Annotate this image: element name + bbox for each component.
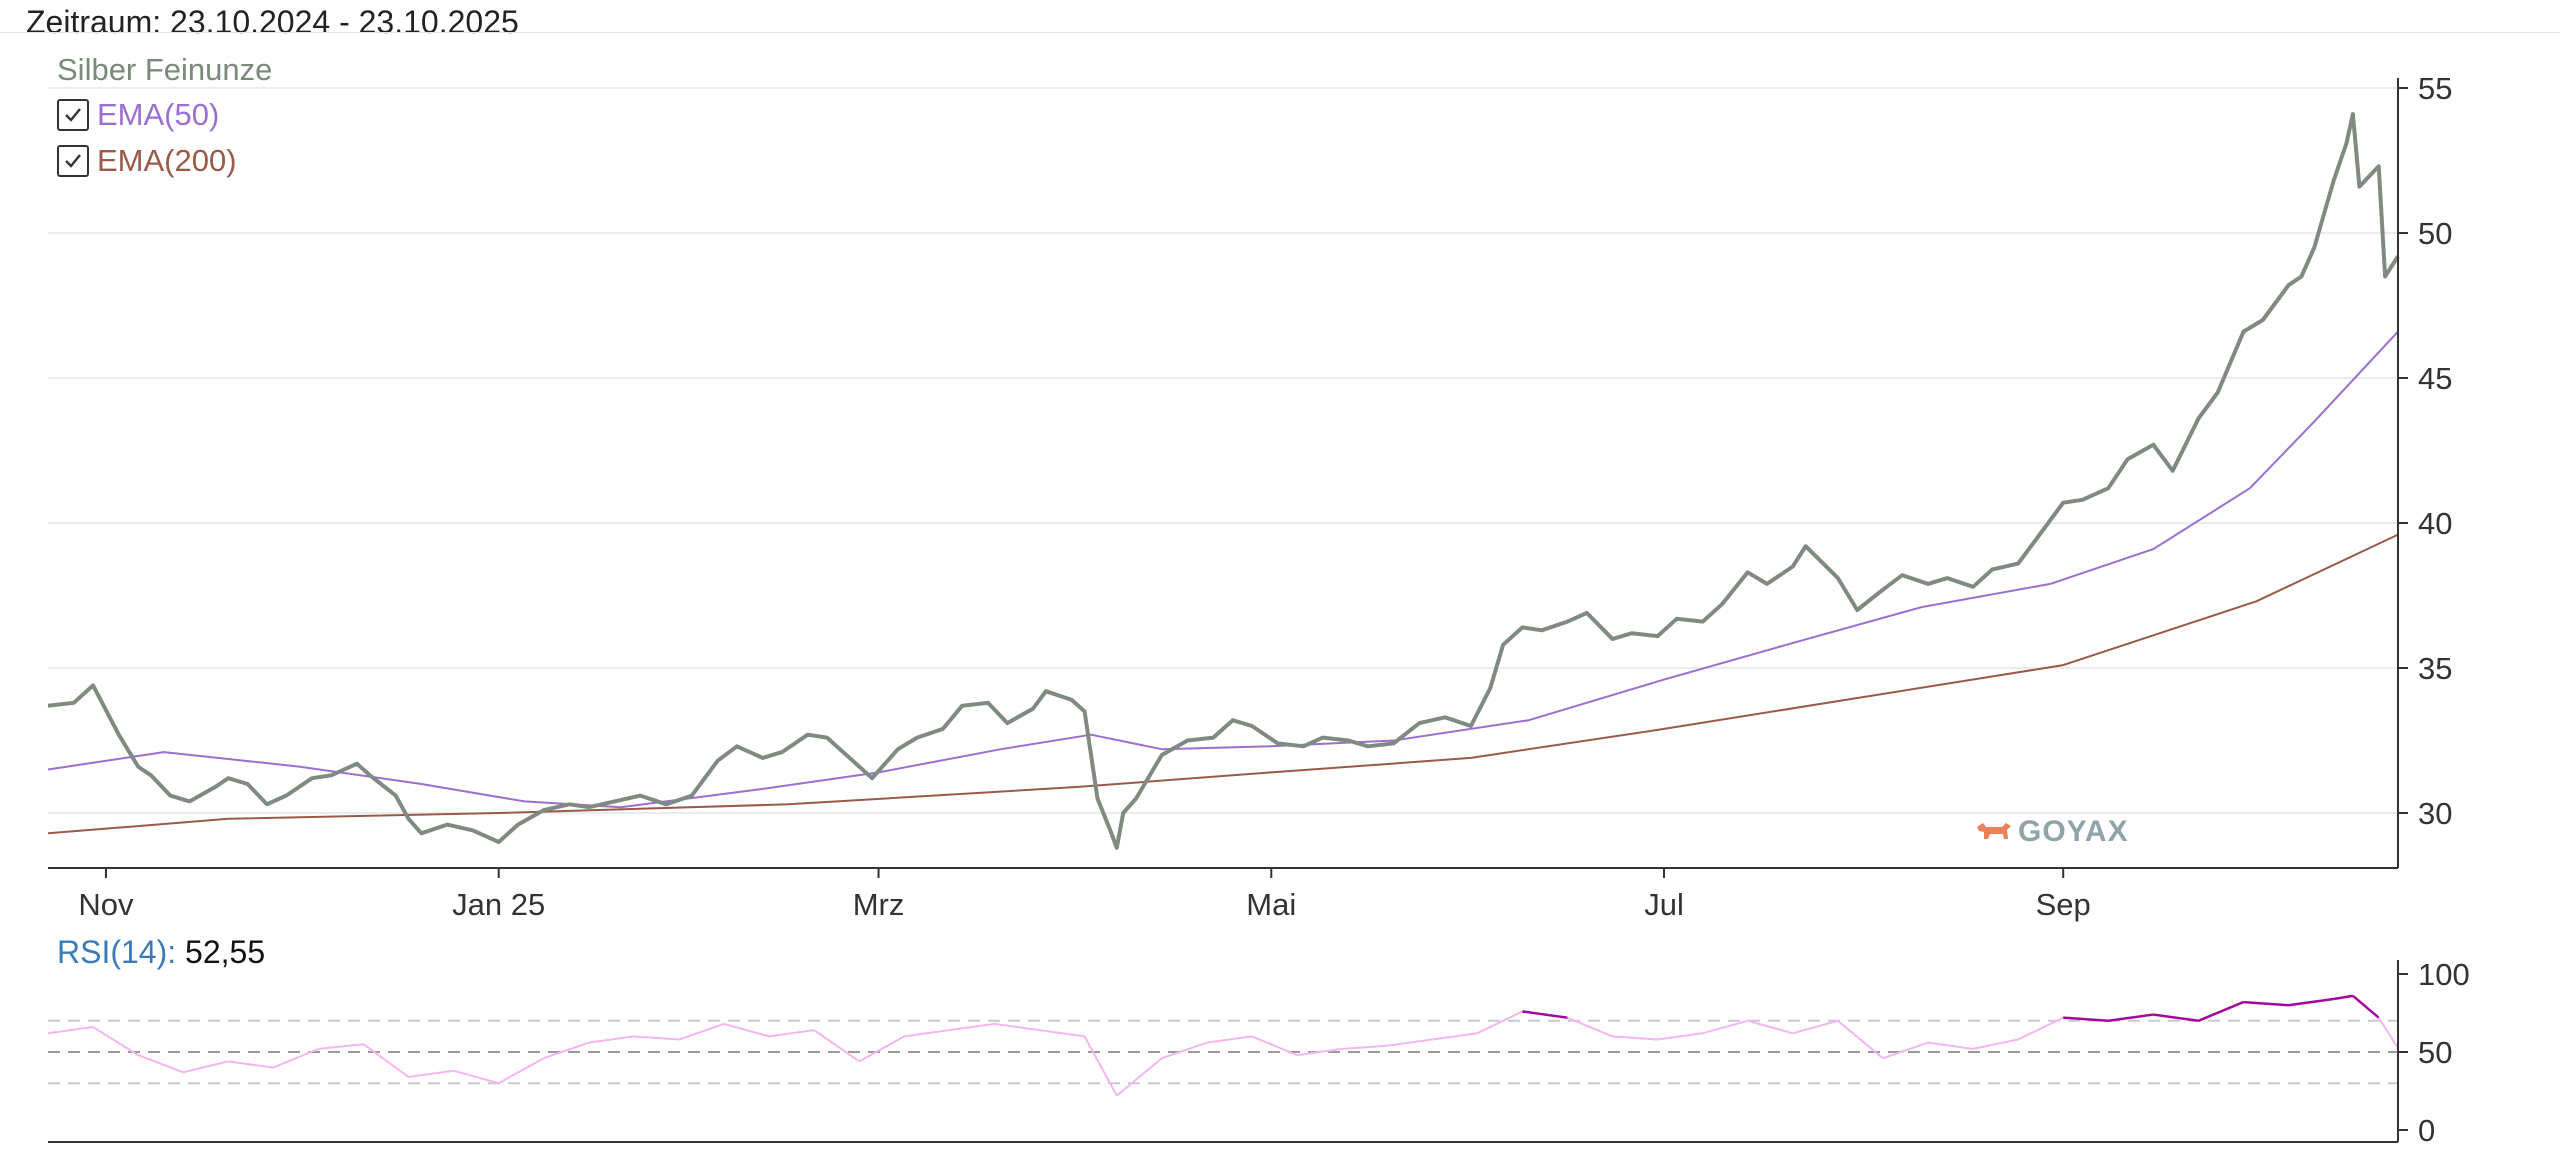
rsi-segment-24 <box>1116 1057 1163 1097</box>
rsi-segment-44 <box>2017 1016 2064 1041</box>
y-tick-label-40: 40 <box>2418 506 2452 541</box>
ema200-checkbox[interactable] <box>57 145 89 177</box>
rsi-segment-29 <box>1342 1044 1388 1050</box>
rsi-segment-0 <box>47 1026 94 1035</box>
rsi-segment-25 <box>1161 1041 1208 1060</box>
rsi-label: RSI(14): 52,55 <box>57 934 266 970</box>
rsi-segment-8 <box>408 1069 454 1078</box>
rsi-segment-2 <box>137 1054 184 1074</box>
rsi-y-tick-label-100: 100 <box>2418 957 2470 992</box>
rsi-segment-13 <box>633 1035 680 1041</box>
rsi-segment-43 <box>1972 1038 2019 1050</box>
y-tick-label-35: 35 <box>2418 651 2452 686</box>
rsi-segment-4 <box>228 1060 274 1069</box>
rsi-segment-38 <box>1747 1019 1794 1035</box>
rsi-grid <box>48 1019 2398 1085</box>
rsi-segment-22 <box>1039 1029 1085 1038</box>
x-tick-label-3: Mai <box>1246 887 1296 922</box>
period-label: Zeitraum: 23.10.2024 - 23.10.2025 <box>26 4 519 40</box>
rsi-segment-7 <box>362 1043 410 1078</box>
x-tick-label-2: Mrz <box>853 887 905 922</box>
rsi-segment-6 <box>318 1043 364 1050</box>
rsi-segment-37 <box>1702 1019 1748 1035</box>
rsi-segment-31 <box>1432 1032 1478 1041</box>
checkmark-icon <box>65 108 81 122</box>
rsi-segment-11 <box>543 1041 590 1060</box>
rsi-value: 52,55 <box>185 934 266 970</box>
rsi-segment-15 <box>723 1022 770 1038</box>
series-line-ema-200- <box>47 533 2399 835</box>
rsi-segment-51 <box>2333 994 2354 1001</box>
rsi-segment-21 <box>994 1022 1040 1032</box>
legend-title: Silber Feinunze <box>57 52 273 87</box>
rsi-segment-9 <box>453 1069 499 1085</box>
rsi-segment-20 <box>949 1022 995 1032</box>
x-tick-label-1: Jan 25 <box>452 887 545 922</box>
y-tick-label-55: 55 <box>2418 71 2452 106</box>
rsi-segment-40 <box>1837 1020 1884 1060</box>
rsi-segment-46 <box>2108 1013 2154 1023</box>
ema50-checkbox[interactable] <box>57 99 89 131</box>
price-series <box>47 112 2400 850</box>
rsi-segment-48 <box>2197 1000 2244 1022</box>
rsi-segment-17 <box>813 1029 860 1063</box>
rsi-series <box>47 994 2399 1097</box>
checkmark-icon <box>65 154 81 168</box>
chart-legend: Silber Feinunze EMA(50) EMA(200) <box>57 52 272 184</box>
goyax-logo: GOYAX <box>1974 815 2129 849</box>
rsi-segment-39 <box>1792 1019 1839 1035</box>
rsi-segment-35 <box>1612 1035 1658 1041</box>
rsi-segment-28 <box>1296 1047 1343 1057</box>
series-line-silber-feinunze <box>47 112 2400 850</box>
rsi-name: RSI(14) <box>57 934 168 970</box>
rsi-segment-3 <box>182 1060 229 1074</box>
legend-item-ema200[interactable]: EMA(200) <box>57 138 272 184</box>
x-tick-label-4: Jul <box>1644 887 1684 922</box>
rsi-segment-42 <box>1927 1041 1974 1050</box>
rsi-segment-5 <box>272 1047 319 1069</box>
rsi-segment-16 <box>768 1029 815 1038</box>
rsi-segment-18 <box>858 1035 905 1063</box>
ema50-label: EMA(50) <box>97 97 220 132</box>
ema200-label: EMA(200) <box>97 143 237 178</box>
rsi-segment-33 <box>1522 1010 1568 1019</box>
rsi-segment-52 <box>2352 994 2380 1019</box>
header-divider <box>0 32 2560 33</box>
rsi-segment-30 <box>1387 1038 1433 1047</box>
rsi-segment-14 <box>678 1022 725 1041</box>
rsi-segment-53 <box>2377 1017 2399 1049</box>
bull-icon <box>1977 823 2011 839</box>
rsi-segment-19 <box>904 1029 950 1038</box>
rsi-segment-27 <box>1251 1035 1298 1057</box>
x-tick-label-5: Sep <box>2036 887 2091 922</box>
rsi-axes: 0 50 100 <box>48 957 2470 1148</box>
rsi-y-tick-label-50: 50 <box>2418 1035 2452 1070</box>
rsi-segment-47 <box>2153 1013 2199 1023</box>
rsi-segment-10 <box>498 1057 545 1085</box>
rsi-segment-49 <box>2243 1000 2289 1007</box>
y-tick-label-50: 50 <box>2418 216 2452 251</box>
y-tick-label-45: 45 <box>2418 361 2452 396</box>
price-axes: 30 35 40 45 50 55 Nov Jan 25 Mrz Mai Jul Sep <box>48 71 2452 922</box>
rsi-segment-41 <box>1882 1041 1929 1060</box>
rsi-segment-32 <box>1476 1010 1523 1035</box>
legend-item-ema50[interactable]: EMA(50) <box>57 92 272 138</box>
rsi-segment-26 <box>1206 1035 1253 1044</box>
logo-text: GOYAX <box>2018 815 2129 848</box>
y-tick-label-30: 30 <box>2418 796 2452 831</box>
rsi-segment-23 <box>1083 1035 1118 1097</box>
price-grid <box>48 87 2398 814</box>
series-line-ema-50- <box>47 330 2399 809</box>
x-tick-label-0: Nov <box>78 887 134 922</box>
rsi-segment-45 <box>2063 1016 2109 1023</box>
rsi-segment-50 <box>2288 997 2334 1007</box>
rsi-segment-12 <box>588 1035 635 1044</box>
rsi-segment-34 <box>1567 1016 1613 1038</box>
rsi-segment-1 <box>92 1026 139 1056</box>
rsi-segment-36 <box>1657 1032 1703 1041</box>
rsi-y-tick-label-0: 0 <box>2418 1113 2435 1148</box>
